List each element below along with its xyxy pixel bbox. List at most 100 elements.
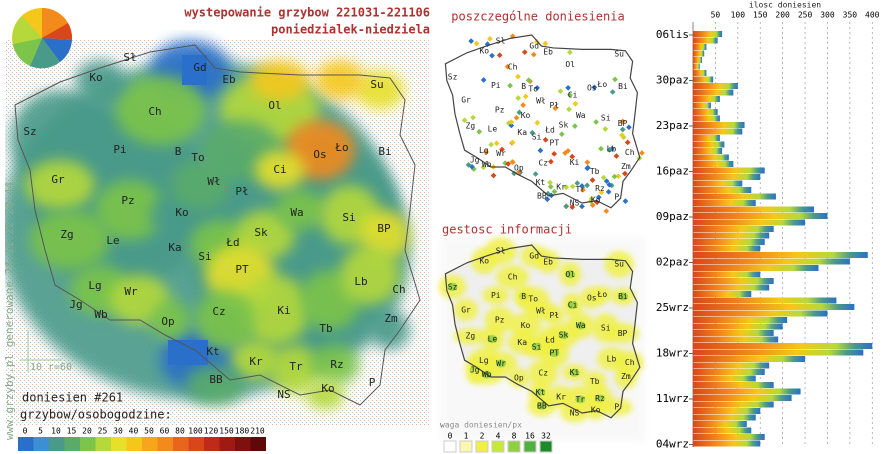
density-blob — [496, 265, 530, 290]
heat-blob — [275, 190, 325, 230]
report-dot — [476, 128, 483, 135]
report-dot — [542, 136, 549, 143]
city-label: Ch — [625, 148, 635, 157]
legend-value: 210 — [250, 427, 265, 436]
city-label: Wr — [124, 285, 138, 298]
bar — [693, 258, 850, 265]
city-label: BP — [377, 222, 391, 235]
heat-blob — [250, 60, 310, 100]
legend-swatch — [539, 440, 553, 453]
report-dot — [563, 184, 570, 190]
city-label: Si — [342, 211, 355, 224]
country-fill — [445, 35, 640, 208]
report-dot — [559, 131, 565, 137]
reports-map: Sł Gd Ko Eb Su Ol Ch Sz Pi B To Os Ło Bi Gr Wł Pł Ci Pz Ko W… — [444, 33, 645, 214]
city-label: Łd — [225, 236, 239, 249]
report-dot — [509, 159, 516, 165]
country-outline — [444, 34, 641, 209]
density-blob — [601, 398, 633, 417]
report-dot — [547, 183, 554, 190]
legend-value: 60 — [160, 427, 170, 436]
city-label: Ko — [521, 321, 531, 330]
bar — [693, 76, 714, 83]
bar — [693, 395, 792, 401]
legend-value: 1 — [464, 432, 469, 441]
report-dot — [584, 159, 591, 166]
legend-value: 4 — [496, 432, 501, 441]
city-label: Ko — [321, 382, 334, 395]
heat-blob — [195, 290, 255, 350]
y-tick-label: 09paz — [656, 210, 689, 223]
density-blob — [482, 286, 510, 305]
density-blob — [614, 364, 638, 389]
city-label: Ch — [508, 273, 518, 282]
legend-value: 80 — [175, 427, 185, 436]
report-dot — [598, 189, 605, 196]
city-label: Ło — [334, 141, 348, 154]
report-dot — [584, 182, 590, 189]
density-core — [447, 282, 458, 291]
city-label: Ka — [168, 241, 181, 254]
legend-swatch — [95, 437, 111, 451]
city-label: BB — [537, 401, 547, 410]
city-label: Lb — [607, 144, 617, 153]
bar — [693, 70, 707, 76]
main-map: Sł Gd Ko Eb Su Ol Ch Sz Pi B To Os Ło Bi Gr Wł Pł Ci Pz Ko W… — [5, 40, 430, 451]
report-dot — [534, 85, 540, 91]
report-dot — [557, 88, 564, 95]
bar — [693, 401, 774, 408]
heat-blob — [25, 160, 95, 210]
report-dot — [606, 147, 613, 153]
legend-swatch — [491, 440, 505, 453]
bar — [693, 89, 734, 96]
city-label: Os — [313, 148, 326, 161]
legend-value: 0 — [23, 427, 28, 436]
city-label: Ka — [517, 338, 527, 347]
density-core — [567, 301, 578, 309]
legend-swatch — [157, 437, 173, 451]
bar — [693, 297, 837, 304]
city-label: Łd — [544, 336, 555, 345]
city-label: Sk — [559, 331, 569, 340]
bar — [693, 213, 828, 219]
city-label: Sz — [448, 282, 458, 291]
report-dot — [591, 84, 598, 91]
bar — [693, 388, 801, 395]
city-label: Ko — [89, 71, 102, 84]
legend-swatch — [459, 440, 473, 453]
report-dot — [565, 84, 571, 91]
legend-title: grzybow/osobogodzine: — [20, 408, 172, 422]
bar — [693, 141, 725, 148]
bar-chart: ilosc doniesien 50 100 150 200 250 300 350 400 0… — [656, 1, 880, 451]
bar — [693, 421, 747, 427]
bar — [693, 167, 765, 174]
city-label: Ko — [521, 111, 531, 120]
city-label: Łd — [544, 126, 555, 135]
bar — [693, 317, 788, 323]
heat-blob — [340, 245, 400, 305]
city-label: Ki — [570, 158, 580, 167]
city-label: Wł — [536, 96, 546, 105]
report-dot — [589, 202, 596, 208]
density-title: gestosc informacji — [442, 223, 572, 237]
city-label: Ło — [597, 290, 608, 299]
bar — [693, 102, 711, 109]
city-label: Lg — [479, 146, 489, 155]
report-dot — [483, 149, 489, 155]
density-blob — [544, 306, 565, 325]
legend-swatch — [475, 440, 489, 453]
report-dot — [522, 93, 529, 100]
city-label: BP — [618, 329, 628, 338]
report-dot — [488, 141, 494, 148]
report-dot — [626, 124, 632, 131]
city-label: Ki — [277, 304, 290, 317]
city-label: Kt — [206, 345, 219, 358]
watermark: www.grzyby.pl generowane 24.11.22 20:44 — [3, 181, 16, 440]
city-label: Ch — [508, 63, 518, 72]
report-dot — [563, 203, 569, 210]
city-label: Ch — [148, 105, 161, 118]
legend-value: 40 — [129, 427, 139, 436]
hotspot — [168, 340, 208, 365]
scale-radius: r=60 — [48, 362, 72, 373]
report-dot — [567, 92, 573, 98]
